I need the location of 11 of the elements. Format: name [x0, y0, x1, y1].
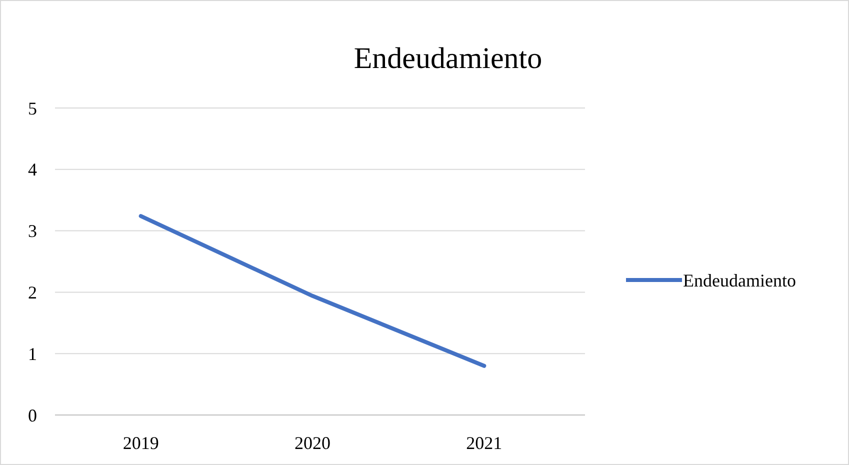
y-tick-label: 5 [28, 98, 37, 118]
y-tick-label: 1 [28, 344, 37, 364]
x-tick-label: 2019 [122, 433, 159, 453]
x-tick-label: 2020 [294, 433, 330, 453]
chart-title: Endeudamiento [354, 42, 542, 75]
y-tick-label: 0 [28, 405, 37, 426]
y-tick-label: 3 [28, 221, 37, 242]
y-tick-label: 4 [28, 160, 37, 180]
legend-label: Endeudamiento [683, 270, 796, 290]
x-tick-label: 2021 [466, 433, 502, 453]
y-tick-label: 2 [28, 282, 37, 302]
